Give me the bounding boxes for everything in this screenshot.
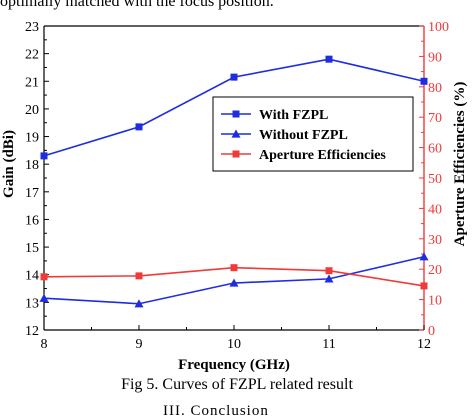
y-right-tick-label: 30 xyxy=(428,233,442,248)
legend-marker xyxy=(232,110,240,118)
y-right-tick-label: 70 xyxy=(428,111,442,126)
y-tick-label: 17 xyxy=(25,186,39,201)
y-tick-label: 13 xyxy=(25,296,39,311)
y-axis-title: Gain (dBi) xyxy=(1,130,17,198)
y-tick-label: 15 xyxy=(25,241,39,256)
left-axis: 12 13 14 15 16 17 18 19 20 21 22 23 xyxy=(25,20,49,339)
y-right-tick-label: 80 xyxy=(428,81,442,96)
data-point-without-fzpl xyxy=(324,274,334,283)
x-tick-label: 9 xyxy=(136,337,143,352)
x-tick-label: 11 xyxy=(322,337,335,352)
top-text: optimally matched with the focus positio… xyxy=(0,0,274,10)
data-point-without-fzpl xyxy=(39,293,49,302)
y-right-tick-label: 90 xyxy=(428,50,442,65)
data-point-with-fzpl xyxy=(420,77,428,85)
y-tick-label: 22 xyxy=(25,48,39,63)
y-right-tick-label: 100 xyxy=(428,20,449,35)
series-layer xyxy=(39,55,429,308)
y-right-tick-label: 0 xyxy=(428,324,435,339)
data-point-with-fzpl xyxy=(325,55,333,63)
right-axis: 0 10 20 30 40 50 60 70 80 90 100 xyxy=(419,20,449,339)
legend-label: With FZPL xyxy=(259,108,328,123)
legend-label: Without FZPL xyxy=(259,128,348,143)
y-right-tick-label: 50 xyxy=(428,172,442,187)
x-tick-label: 12 xyxy=(417,337,431,352)
data-point-without-fzpl xyxy=(134,299,144,308)
y-tick-label: 12 xyxy=(25,324,39,339)
y-tick-label: 19 xyxy=(25,131,39,146)
legend: With FZPL Without FZPL Aperture Efficienci… xyxy=(212,96,414,172)
data-point-aperture-efficiencies xyxy=(135,272,143,280)
data-point-aperture-efficiencies xyxy=(420,282,428,290)
legend-marker xyxy=(231,129,241,138)
data-point-aperture-efficiencies xyxy=(325,267,333,275)
y-right-tick-label: 20 xyxy=(428,263,442,278)
data-point-aperture-efficiencies xyxy=(230,264,238,272)
y-right-tick-label: 60 xyxy=(428,142,442,157)
y-right-tick-label: 10 xyxy=(428,294,442,309)
x-tick-label: 10 xyxy=(227,337,241,352)
data-point-with-fzpl xyxy=(230,73,238,81)
y-tick-label: 18 xyxy=(25,158,39,173)
legend-label: Aperture Efficiencies xyxy=(259,148,386,163)
y-tick-label: 23 xyxy=(25,20,39,35)
figure-caption: Fig 5. Curves of FZPL related result xyxy=(121,376,353,393)
x-axis-title: Frequency (GHz) xyxy=(178,357,290,373)
y-tick-label: 16 xyxy=(25,213,39,228)
y-tick-label: 21 xyxy=(25,75,39,90)
y-tick-label: 20 xyxy=(25,103,39,118)
data-point-without-fzpl xyxy=(419,252,429,261)
y-right-tick-label: 40 xyxy=(428,202,442,217)
data-point-aperture-efficiencies xyxy=(40,273,48,281)
data-point-without-fzpl xyxy=(229,278,239,287)
data-point-with-fzpl xyxy=(40,152,48,160)
bottom-axis: 8 9 10 11 12 xyxy=(41,325,431,352)
legend-marker xyxy=(232,150,240,158)
y-tick-label: 14 xyxy=(25,269,39,284)
section-heading: III. Conclusion xyxy=(163,403,269,419)
data-point-with-fzpl xyxy=(135,123,143,131)
y-axis-right-title: Aperture Efficiencies (%) xyxy=(452,82,468,247)
x-tick-label: 8 xyxy=(41,337,48,352)
